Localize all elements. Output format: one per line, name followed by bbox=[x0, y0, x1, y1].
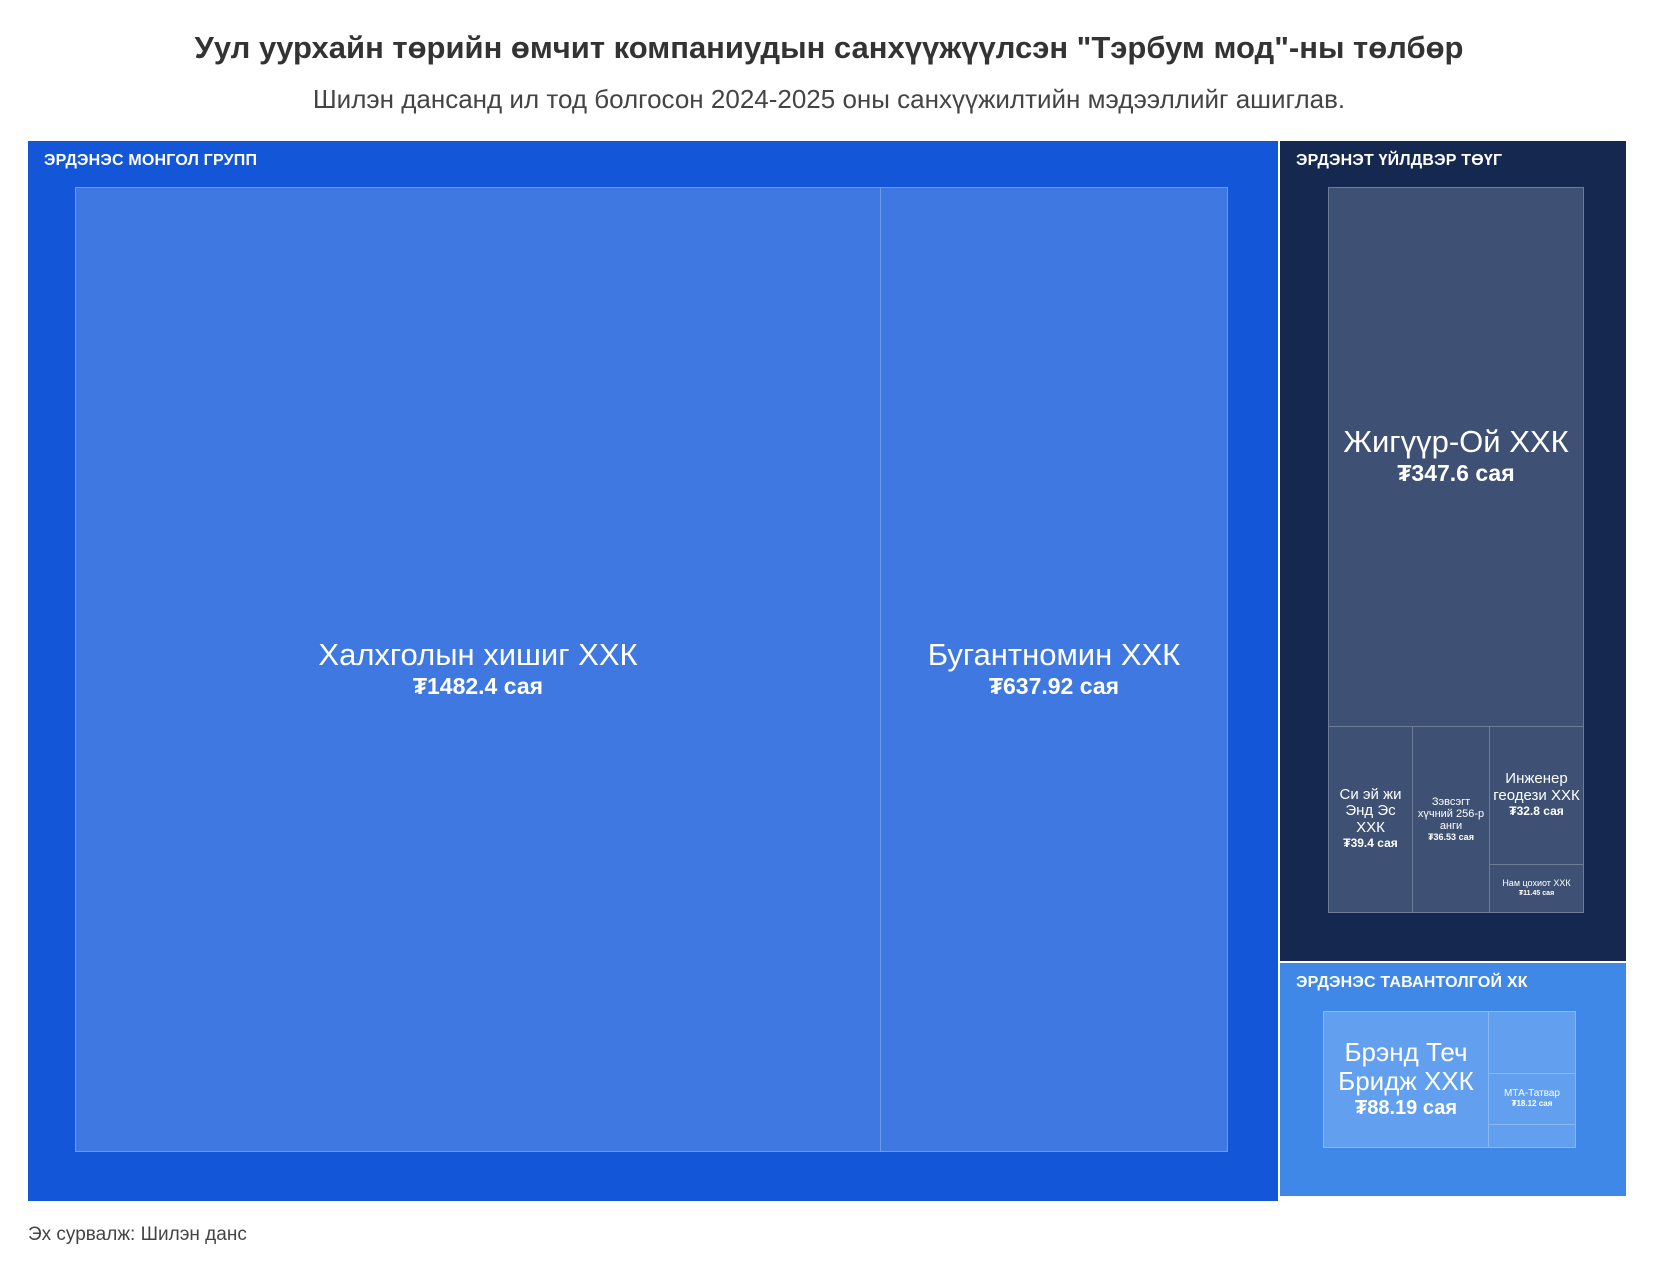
tile-mta-tatvar[interactable]: МТА-Татвар ₮18.12 сая bbox=[1488, 1073, 1576, 1125]
tile-name: Бугантномин ХХК bbox=[927, 636, 1181, 672]
tile-name: МТА-Татвар bbox=[1503, 1088, 1560, 1100]
tile-value: ₮39.4 сая bbox=[1343, 836, 1398, 851]
tile-name: Зэвсэгт хүчний 256-р анги bbox=[1417, 795, 1485, 832]
tile-value: ₮36.53 сая bbox=[1428, 831, 1474, 842]
tile-value: ₮18.12 сая bbox=[1511, 1099, 1553, 1109]
tile-value: ₮1482.4 сая bbox=[412, 672, 544, 699]
tile-cig-nd-es[interactable]: Си эй жи Энд Эс ХХК ₮39.4 сая bbox=[1328, 726, 1413, 913]
chart-subtitle: Шилэн дансанд ил тод болгосон 2024-2025 … bbox=[312, 84, 1346, 114]
tile-khalkhgol[interactable]: Халхголын хишиг ХХК ₮1482.4 сая bbox=[75, 187, 881, 1152]
group-label: ЭРДЭНЭС МОНГОЛ ГРУПП bbox=[44, 152, 258, 169]
tile-name: Нам цохиот ХХК bbox=[1502, 878, 1571, 888]
tile-value: ₮637.92 сая bbox=[988, 672, 1120, 699]
tile-unlabeled[interactable] bbox=[1488, 1011, 1576, 1074]
tile-bugantnomin[interactable]: Бугантномин ХХК ₮637.92 сая bbox=[880, 187, 1228, 1152]
tile-jiguur-oi[interactable]: Жигүүр-Ой ХХК ₮347.6 сая bbox=[1328, 187, 1584, 727]
tile-brand-tech-bridge[interactable]: Брэнд Теч Бридж ХХК ₮88.19 сая bbox=[1323, 1011, 1489, 1148]
tile-name: Брэнд Теч Бридж ХХК bbox=[1338, 1036, 1474, 1096]
tile-zevsegt-huchin[interactable]: Зэвсэгт хүчний 256-р анги ₮36.53 сая bbox=[1412, 726, 1490, 913]
tile-injener-geodezi[interactable]: Инженер геодези ХХК ₮32.8 сая bbox=[1489, 726, 1584, 865]
tile-value: ₮88.19 сая bbox=[1355, 1097, 1457, 1120]
tile-unlabeled[interactable] bbox=[1488, 1124, 1576, 1148]
tile-name: Си эй жи Энд Эс ХХК bbox=[1339, 785, 1402, 836]
chart-title: Уул уурхайн төрийн өмчит компаниудын сан… bbox=[194, 30, 1464, 65]
tile-name: Халхголын хишиг ХХК bbox=[318, 636, 638, 672]
tile-name: Жигүүр-Ой ХХК bbox=[1343, 424, 1569, 459]
tile-value: ₮347.6 сая bbox=[1397, 460, 1515, 487]
group-label: ЭРДЭНЭС ТАВАНТОЛГОЙ ХК bbox=[1296, 974, 1528, 991]
source-note: Эх сурвалж: Шилэн данс bbox=[28, 1224, 247, 1245]
tile-nam-tsokhiot[interactable]: Нам цохиот ХХК ₮11.45 сая bbox=[1489, 864, 1584, 913]
tile-value: ₮11.45 сая bbox=[1518, 889, 1555, 897]
group-label: ЭРДЭНЭТ ҮЙЛДВЭР ТӨҮГ bbox=[1296, 152, 1503, 169]
tile-name: Инженер геодези ХХК bbox=[1493, 770, 1580, 804]
tile-value: ₮32.8 сая bbox=[1509, 804, 1564, 819]
